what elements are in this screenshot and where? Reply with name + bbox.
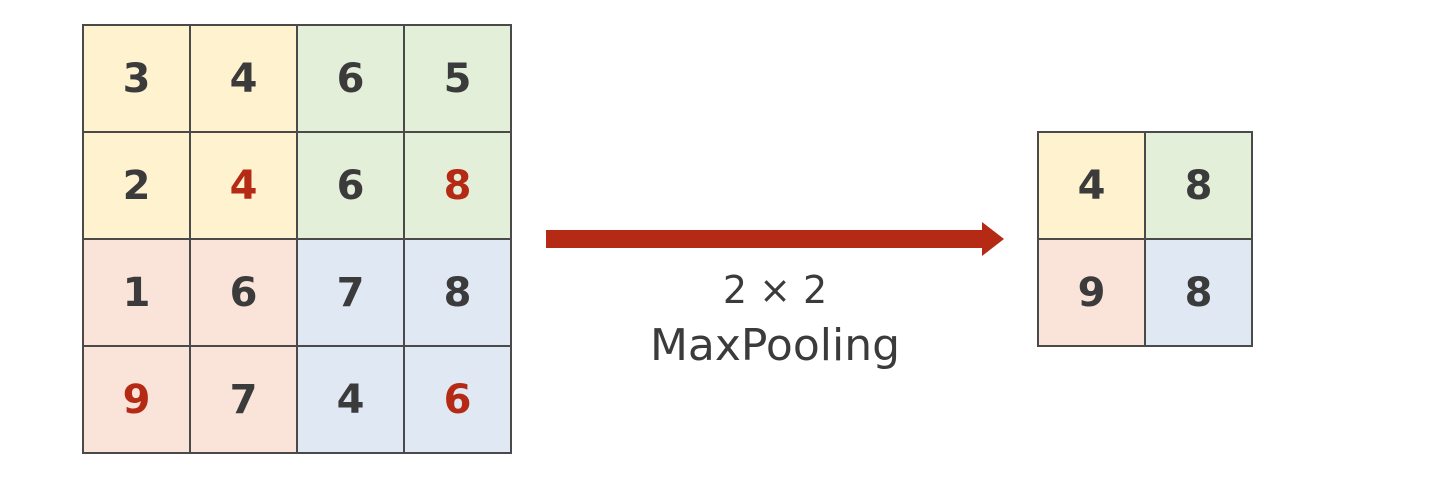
output-cell: 9 xyxy=(1039,240,1146,347)
input-cell: 6 xyxy=(405,347,512,454)
operation-name-label: MaxPooling xyxy=(649,320,901,371)
input-matrix: 3 4 6 5 2 4 6 8 1 6 7 8 9 7 4 6 xyxy=(82,24,512,454)
input-cell: 6 xyxy=(191,240,298,347)
pool-size-label: 2 × 2 xyxy=(722,268,828,312)
arrow-head xyxy=(982,222,1004,256)
input-cell: 2 xyxy=(84,133,191,240)
output-cell: 8 xyxy=(1146,133,1253,240)
input-cell: 6 xyxy=(298,26,405,133)
input-cell: 9 xyxy=(84,347,191,454)
input-cell: 4 xyxy=(191,133,298,240)
input-cell: 4 xyxy=(298,347,405,454)
input-cell: 5 xyxy=(405,26,512,133)
input-cell: 7 xyxy=(298,240,405,347)
output-matrix: 4 8 9 8 xyxy=(1037,131,1253,347)
arrow-shaft xyxy=(546,230,984,248)
input-cell: 7 xyxy=(191,347,298,454)
input-cell: 4 xyxy=(191,26,298,133)
arrow-icon xyxy=(546,222,1004,256)
input-cell: 8 xyxy=(405,133,512,240)
output-cell: 4 xyxy=(1039,133,1146,240)
input-cell: 6 xyxy=(298,133,405,240)
input-cell: 3 xyxy=(84,26,191,133)
input-cell: 1 xyxy=(84,240,191,347)
input-cell: 8 xyxy=(405,240,512,347)
output-cell: 8 xyxy=(1146,240,1253,347)
